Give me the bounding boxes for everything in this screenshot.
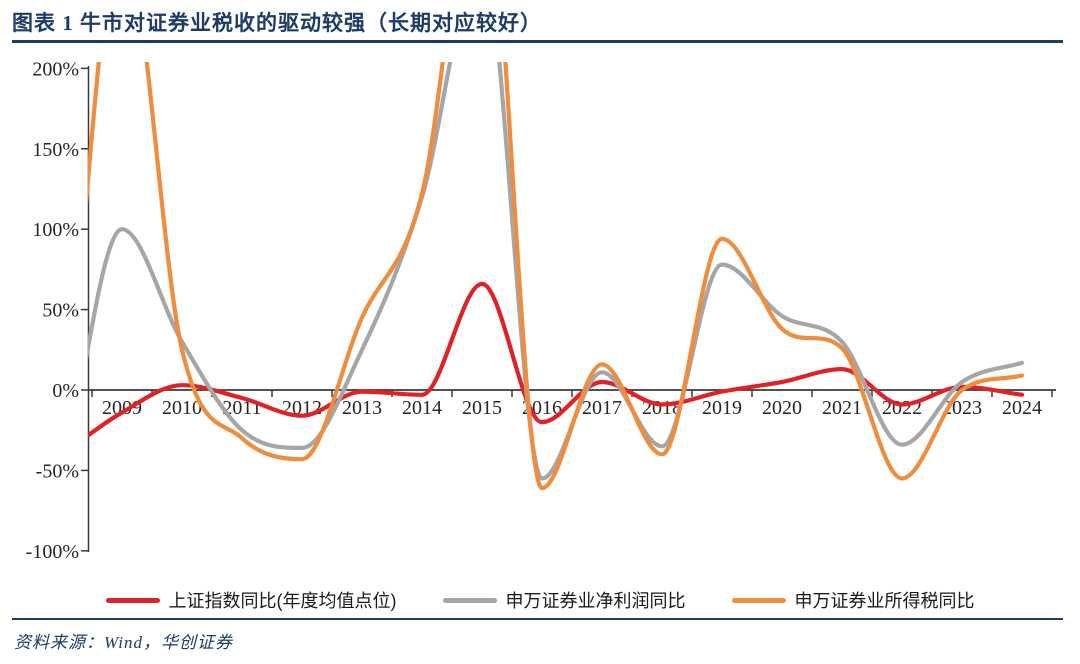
legend-item: 上证指数同比(年度均值点位) [105, 587, 397, 613]
y-tick-label: -100% [26, 541, 79, 563]
legend-marker-gray [442, 597, 497, 603]
x-tick-label: 2017 [582, 397, 622, 419]
legend-item: 申万证券业净利润同比 [442, 587, 686, 613]
x-tick-label: 2015 [462, 397, 502, 419]
title-rule [12, 40, 1063, 43]
source-note: 资料来源：Wind，华创证券 [14, 633, 233, 652]
series-line-income-tax [88, 62, 1025, 491]
x-tick-label: 2010 [162, 397, 202, 419]
x-tick-label: 2021 [822, 397, 862, 419]
y-tick-label: 200% [32, 58, 79, 80]
footer-rule [12, 618, 1063, 620]
chart-legend: 上证指数同比(年度均值点位) 申万证券业净利润同比 申万证券业所得税同比 [0, 586, 1080, 614]
legend-label: 申万证券业所得税同比 [794, 591, 975, 611]
series-line-shanghai-index [88, 281, 1025, 439]
x-tick-label: 2013 [342, 397, 382, 419]
x-tick-label: 2020 [762, 397, 802, 419]
y-tick-label: 50% [42, 300, 79, 322]
legend-marker-red [105, 597, 160, 603]
y-tick-label: 100% [32, 219, 79, 241]
x-tick-label: 2014 [402, 397, 442, 419]
legend-marker-orange [731, 597, 786, 603]
y-tick-label: -50% [36, 460, 79, 482]
x-tick-label: 2024 [1002, 397, 1042, 419]
y-tick-label: 150% [32, 139, 79, 161]
chart-title: 图表 1 牛市对证券业税收的驱动较强（长期对应较好） [12, 11, 542, 35]
x-tick-label: 2009 [102, 397, 142, 419]
legend-label: 上证指数同比(年度均值点位) [168, 591, 397, 611]
x-tick-label: 2019 [702, 397, 742, 419]
y-tick-label: 0% [52, 380, 79, 402]
legend-item: 申万证券业所得税同比 [731, 587, 975, 613]
plot-area [88, 62, 1025, 491]
legend-label: 申万证券业净利润同比 [505, 591, 686, 611]
series-line-net-profit [88, 62, 1025, 481]
